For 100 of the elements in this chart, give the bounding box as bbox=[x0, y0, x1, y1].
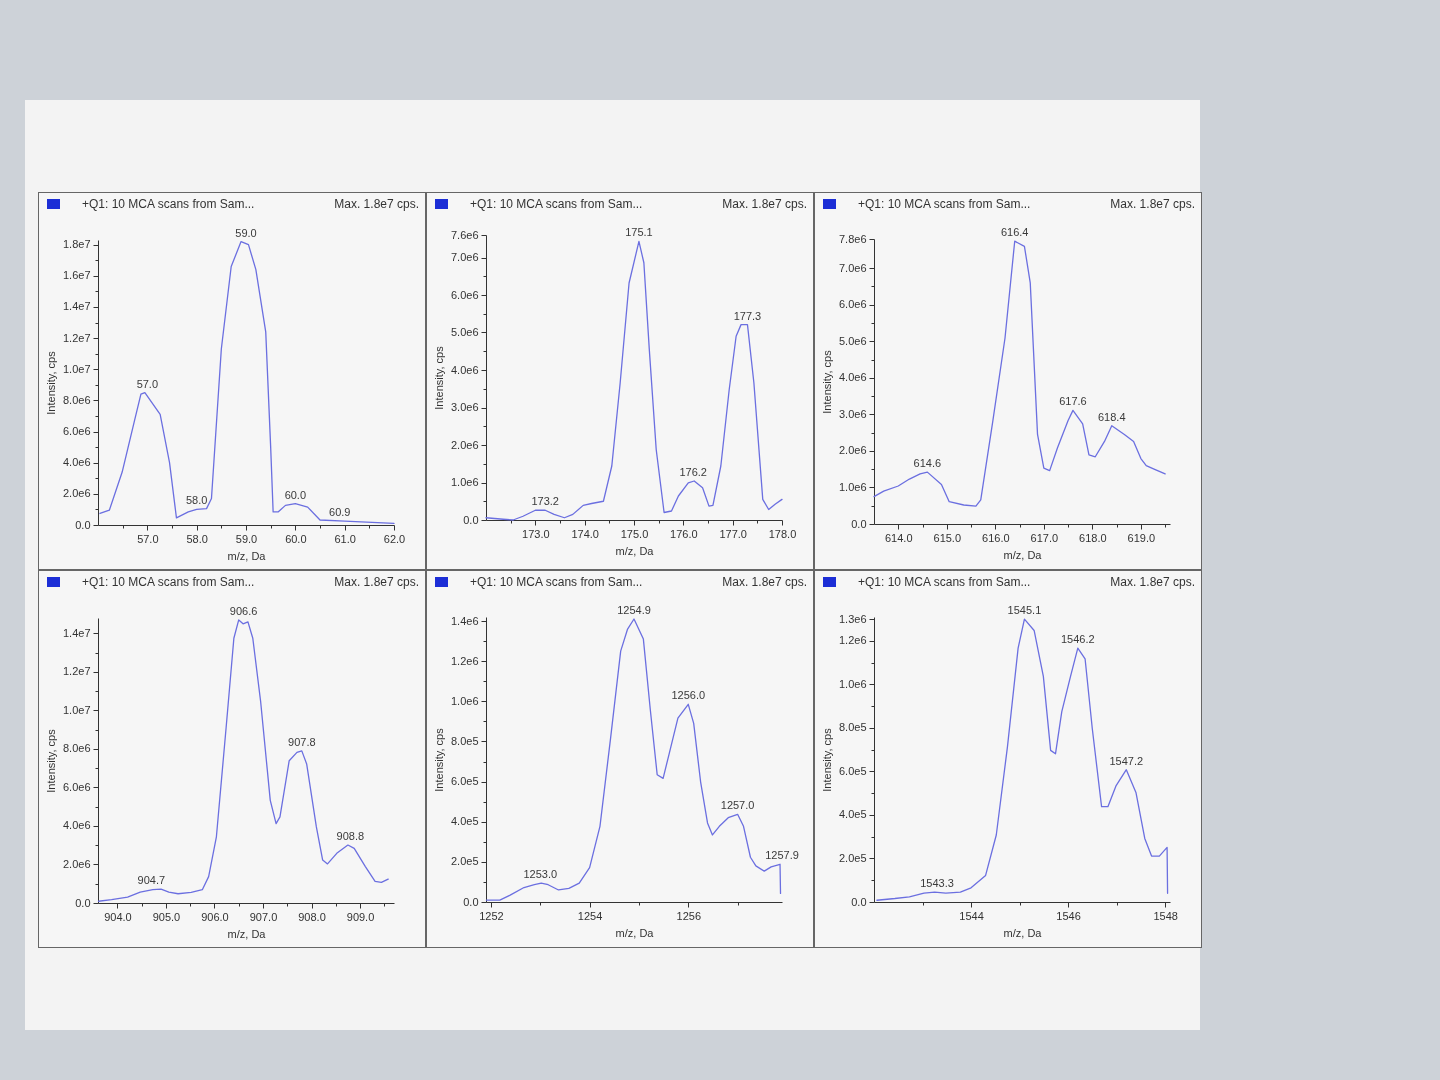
y-tick-label: 1.0e6 bbox=[838, 677, 867, 690]
x-tick-label: 175.0 bbox=[620, 527, 649, 540]
y-axis-title: Intensity, cps bbox=[820, 349, 833, 414]
chart-title: +Q1: 10 MCA scans from Sam... bbox=[82, 575, 256, 589]
annotation: 176.2 bbox=[679, 466, 707, 478]
x-tick-label: 1252 bbox=[479, 909, 504, 922]
x-axis-title: m/z, Da bbox=[1003, 548, 1043, 561]
y-tick-label: 0.0 bbox=[463, 513, 479, 526]
x-tick-label: 615.0 bbox=[933, 531, 962, 544]
chart-subtitle: Max. 1.8e7 cps. bbox=[1110, 197, 1195, 211]
x-axis-title: m/z, Da bbox=[615, 544, 655, 557]
y-axis-title: Intensity, cps bbox=[44, 728, 57, 793]
x-tick-label: 177.0 bbox=[719, 527, 747, 540]
annotation: 616.4 bbox=[1000, 226, 1029, 239]
y-tick-label: 0.0 bbox=[851, 517, 867, 530]
x-tick-label: 176.0 bbox=[670, 527, 698, 540]
annotation: 1254.9 bbox=[617, 604, 651, 617]
annotation: 1253.0 bbox=[523, 868, 558, 881]
chart-title: +Q1: 10 MCA scans from Sam... bbox=[82, 197, 256, 211]
y-tick-label: 1.0e6 bbox=[450, 694, 479, 707]
x-tick-label: 1546 bbox=[1056, 909, 1081, 922]
x-tick-label: 1254 bbox=[577, 909, 603, 922]
y-tick-label: 6.0e6 bbox=[450, 288, 479, 301]
x-tick-label: 617.0 bbox=[1030, 531, 1059, 544]
annotation: 907.8 bbox=[288, 735, 316, 748]
y-axis-title: Intensity, cps bbox=[820, 727, 833, 792]
annotation: 617.6 bbox=[1059, 395, 1087, 408]
chart-subtitle: Max. 1.8e7 cps. bbox=[334, 575, 419, 589]
chart-subtitle: Max. 1.8e7 cps. bbox=[722, 575, 807, 589]
y-tick-label: 2.0e6 bbox=[62, 487, 91, 500]
y-tick-label: 0.0 bbox=[463, 895, 479, 908]
y-tick-label: 6.0e5 bbox=[838, 764, 867, 777]
y-tick-label: 1.0e6 bbox=[838, 480, 867, 493]
y-axis-title: Intensity, cps bbox=[432, 727, 445, 792]
x-tick-label: 173.0 bbox=[522, 527, 550, 540]
x-tick-label: 174.0 bbox=[571, 527, 599, 540]
y-tick-label: 4.0e6 bbox=[62, 819, 91, 832]
x-tick-label: 905.0 bbox=[152, 910, 181, 923]
y-tick-label: 8.0e6 bbox=[62, 742, 91, 755]
annotation: 59.0 bbox=[235, 226, 257, 239]
y-tick-label: 5.0e6 bbox=[838, 334, 867, 347]
y-tick-label: 8.0e6 bbox=[62, 393, 91, 406]
x-tick-label: 57.0 bbox=[137, 532, 159, 545]
annotation: 175.1 bbox=[625, 226, 653, 239]
line-series bbox=[873, 240, 1166, 507]
y-axis-title: Intensity, cps bbox=[432, 345, 445, 410]
chart-subtitle: Max. 1.8e7 cps. bbox=[1110, 575, 1195, 589]
x-tick-label: 906.0 bbox=[201, 910, 229, 923]
annotation: 177.3 bbox=[733, 309, 762, 322]
annotation: 618.4 bbox=[1098, 410, 1126, 423]
y-tick-label: 5.0e6 bbox=[450, 326, 479, 338]
x-tick-label: 616.0 bbox=[982, 531, 1010, 544]
y-tick-label: 2.0e6 bbox=[450, 438, 479, 451]
y-tick-label: 2.0e6 bbox=[838, 444, 867, 457]
annotation: 1543.3 bbox=[920, 877, 954, 890]
y-tick-label: 1.2e6 bbox=[838, 634, 867, 647]
y-tick-label: 1.8e7 bbox=[62, 238, 91, 251]
x-tick-label: 61.0 bbox=[334, 532, 356, 545]
y-tick-label: 7.6e6 bbox=[450, 228, 479, 241]
chart-subtitle: Max. 1.8e7 cps. bbox=[334, 197, 419, 211]
x-tick-label: 907.0 bbox=[249, 910, 278, 923]
x-tick-label: 904.0 bbox=[104, 910, 132, 923]
y-tick-label: 6.0e6 bbox=[838, 298, 867, 311]
y-axis-title: Intensity, cps bbox=[44, 350, 57, 415]
y-tick-label: 1.2e7 bbox=[62, 331, 91, 344]
annotation: 57.0 bbox=[136, 377, 159, 390]
y-tick-label: 7.0e6 bbox=[838, 261, 867, 274]
y-tick-label: 3.0e6 bbox=[838, 407, 867, 420]
annotation: 60.0 bbox=[284, 488, 307, 501]
y-tick-label: 4.0e5 bbox=[450, 815, 479, 828]
annotation: 1256.0 bbox=[671, 689, 706, 702]
x-axis-title: m/z, Da bbox=[615, 926, 655, 939]
y-tick-label: 1.3e6 bbox=[838, 612, 867, 625]
y-tick-label: 6.0e6 bbox=[62, 780, 91, 793]
y-tick-label: 1.0e6 bbox=[450, 476, 479, 488]
y-tick-label: 1.0e7 bbox=[62, 703, 91, 716]
y-tick-label: 0.0 bbox=[75, 518, 91, 531]
y-tick-label: 1.4e7 bbox=[62, 300, 91, 313]
y-tick-label: 1.6e7 bbox=[62, 269, 91, 282]
chart-subtitle: Max. 1.8e7 cps. bbox=[722, 197, 807, 211]
y-tick-label: 3.0e6 bbox=[450, 401, 479, 413]
y-tick-label: 1.2e7 bbox=[62, 665, 91, 678]
x-tick-label: 58.0 bbox=[186, 532, 208, 545]
x-tick-label: 614.0 bbox=[885, 531, 913, 544]
y-tick-label: 4.0e6 bbox=[62, 456, 91, 469]
x-axis-title: m/z, Da bbox=[227, 549, 267, 562]
y-tick-label: 2.0e5 bbox=[450, 855, 479, 868]
x-tick-label: 62.0 bbox=[383, 532, 406, 545]
y-tick-label: 6.0e5 bbox=[450, 775, 479, 788]
y-tick-label: 1.0e7 bbox=[62, 362, 91, 375]
chart-title: +Q1: 10 MCA scans from Sam... bbox=[858, 575, 1032, 589]
x-tick-label: 178.0 bbox=[768, 527, 797, 540]
annotation: 614.6 bbox=[913, 457, 942, 470]
y-tick-label: 0.0 bbox=[851, 895, 867, 908]
annotation: 1257.9 bbox=[765, 849, 799, 862]
x-tick-label: 618.0 bbox=[1079, 531, 1107, 544]
annotation: 1257.0 bbox=[720, 799, 755, 812]
annotation: 58.0 bbox=[185, 493, 208, 506]
x-tick-label: 60.0 bbox=[285, 532, 307, 545]
chart-title: +Q1: 10 MCA scans from Sam... bbox=[858, 197, 1032, 211]
